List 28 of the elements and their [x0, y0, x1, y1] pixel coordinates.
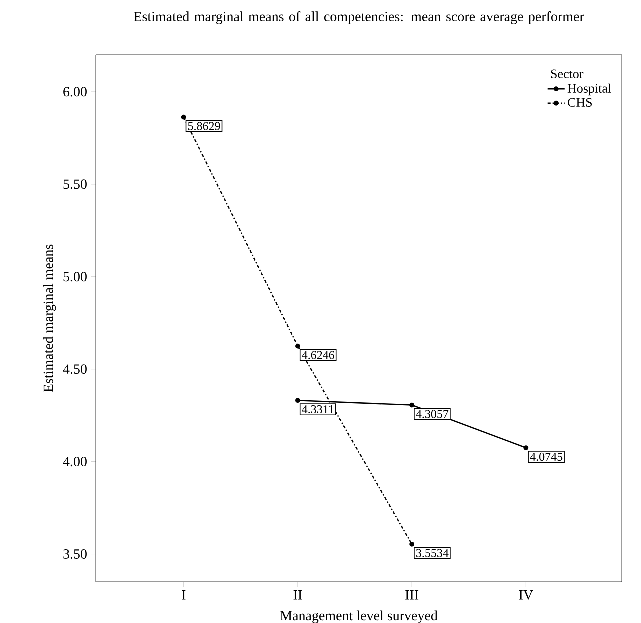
data-label: 5.8629 [188, 122, 220, 130]
y-tick-label: 3.50 [64, 550, 87, 560]
y-tick-label: 5.50 [64, 180, 87, 190]
point [410, 402, 415, 408]
data-label: 4.3311 [302, 405, 334, 414]
legend-title: Sector [551, 70, 584, 78]
point [181, 114, 186, 120]
x-tick-label: II [294, 590, 302, 600]
y-tick-label: 4.50 [63, 364, 87, 374]
point [296, 344, 300, 349]
y-tick-label: 6.00 [64, 87, 87, 97]
data-label: 4.3057 [416, 410, 449, 418]
data-label: 4.0745 [530, 452, 563, 462]
point [296, 398, 300, 404]
x-tick-label: III [406, 590, 419, 600]
x-tick-label: I [182, 590, 186, 600]
y-tick-label: 5.00 [64, 272, 87, 282]
data-label: 4.6246 [302, 351, 334, 360]
legend-label: Hospital [568, 84, 612, 96]
point [410, 542, 415, 547]
data-label: 3.5534 [416, 549, 449, 558]
y-axis-title: Estimated marginal means [43, 244, 56, 392]
y-tick-label: 4.00 [63, 457, 87, 467]
legend-label: CHS [568, 98, 592, 108]
point [524, 446, 529, 450]
x-axis-title: Management level surveyed [280, 610, 438, 623]
x-tick-label: IV [519, 590, 534, 600]
chart-title: Estimated marginal means of all competencies: mean score average performer [134, 12, 584, 24]
